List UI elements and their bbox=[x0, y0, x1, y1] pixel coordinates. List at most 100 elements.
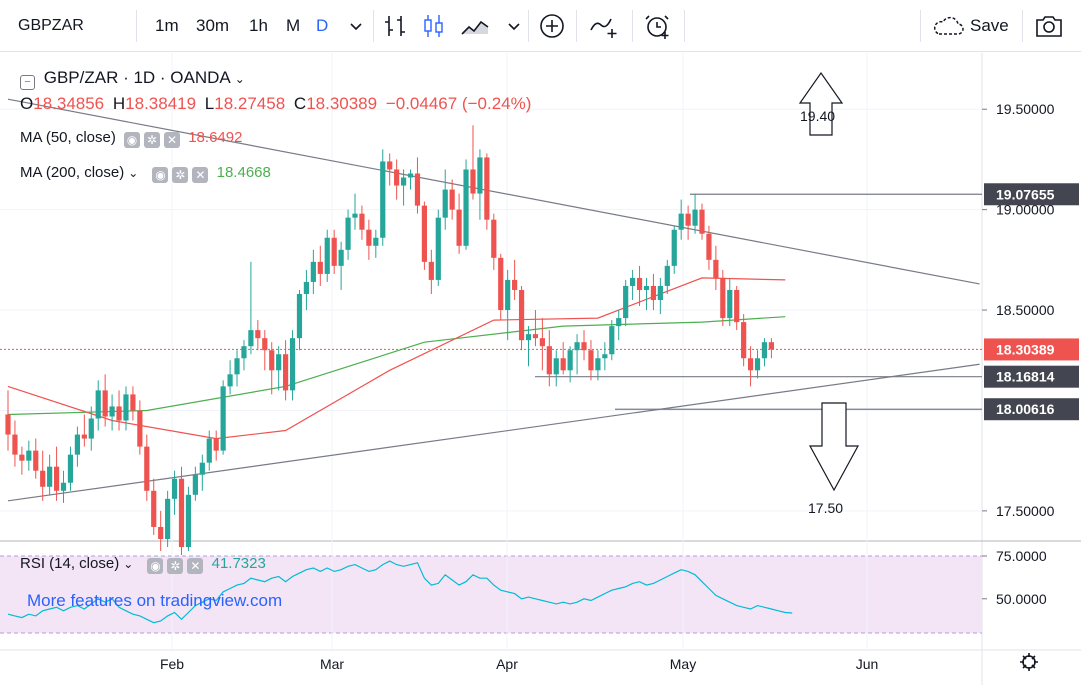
candle-body bbox=[67, 454, 74, 483]
candle-body bbox=[310, 261, 316, 282]
gear-icon[interactable]: ✲ bbox=[167, 558, 184, 574]
time-tick-label: Jun bbox=[856, 656, 879, 672]
candle-body bbox=[477, 157, 483, 194]
chart-area[interactable]: 19.40 17.50 19.50000 19.00000 18.50000 17.5… bbox=[0, 53, 1081, 685]
promo-link[interactable]: More features on tradingview.com bbox=[27, 591, 283, 610]
alert-clock-icon[interactable] bbox=[642, 10, 674, 42]
price-chart[interactable]: 19.40 17.50 19.50000 19.00000 18.50000 17.5… bbox=[0, 53, 1081, 685]
candle-body bbox=[518, 289, 525, 341]
candlestick-icon[interactable] bbox=[417, 10, 449, 42]
time-axis[interactable]: Feb Mar Apr May Jun bbox=[160, 656, 878, 672]
close-icon[interactable]: ✕ bbox=[164, 132, 181, 148]
candle-body bbox=[692, 209, 698, 226]
toolbar-divider bbox=[373, 10, 374, 42]
down-target-label: 17.50 bbox=[808, 500, 843, 516]
candle-body bbox=[505, 279, 511, 311]
candle-body bbox=[512, 279, 518, 290]
candle-body bbox=[727, 289, 733, 319]
gear-icon[interactable]: ✲ bbox=[172, 167, 189, 183]
toolbar-divider bbox=[528, 10, 529, 42]
candle-body bbox=[754, 358, 761, 371]
bar-chart-icon[interactable] bbox=[379, 10, 411, 42]
area-chart-icon[interactable] bbox=[459, 10, 491, 42]
camera-icon[interactable] bbox=[1033, 10, 1065, 42]
candle-body bbox=[366, 229, 372, 246]
ma50-legend: MA (50, close) ◉ ✲ ✕ 18.6492 bbox=[20, 129, 246, 148]
eye-icon[interactable]: ◉ bbox=[124, 132, 141, 148]
candle-body bbox=[498, 257, 504, 311]
candle-body bbox=[394, 169, 400, 186]
chevron-down-icon[interactable] bbox=[498, 10, 530, 42]
save-label: Save bbox=[970, 16, 1009, 35]
candle-body bbox=[713, 259, 719, 278]
open-value: 18.34856 bbox=[33, 94, 105, 113]
price-tick-label: 19.00000 bbox=[996, 202, 1055, 218]
eye-icon[interactable]: ◉ bbox=[147, 558, 164, 574]
add-indicator-icon[interactable] bbox=[536, 10, 568, 42]
candle-body bbox=[623, 285, 629, 319]
toolbar-divider bbox=[632, 10, 633, 42]
candle-body bbox=[574, 342, 580, 351]
candle-body bbox=[317, 261, 323, 274]
ma200-value: 18.4668 bbox=[216, 164, 271, 181]
compare-icon[interactable] bbox=[588, 10, 620, 42]
gear-icon[interactable]: ✲ bbox=[144, 132, 161, 148]
candle-body bbox=[525, 334, 532, 341]
candle-body bbox=[373, 237, 379, 246]
ma50-label[interactable]: MA (50, close) bbox=[20, 129, 116, 146]
target-arrows: 19.40 17.50 bbox=[798, 71, 860, 516]
level-price-label: 18.00616 bbox=[996, 401, 1055, 417]
interval-month[interactable]: M bbox=[286, 16, 301, 35]
rsi-tick-label: 75.0000 bbox=[996, 548, 1047, 564]
trendline bbox=[7, 98, 980, 285]
close-icon[interactable]: ✕ bbox=[192, 167, 209, 183]
high-value: 18.38419 bbox=[125, 94, 197, 113]
close-value: 18.30389 bbox=[306, 94, 378, 113]
interval-1m[interactable]: 1m bbox=[155, 16, 179, 35]
price-tick-label: 18.50000 bbox=[996, 302, 1055, 318]
candle-body bbox=[234, 358, 240, 375]
candle-body bbox=[33, 450, 39, 471]
candle-body bbox=[296, 293, 303, 339]
price-axis[interactable]: 19.50000 19.00000 18.50000 17.50000 19.07655… bbox=[982, 101, 1079, 607]
candle-body bbox=[671, 229, 677, 266]
rsi-label[interactable]: RSI (14, close) bbox=[20, 555, 120, 572]
low-value: 18.27458 bbox=[214, 94, 286, 113]
candle-body bbox=[720, 277, 726, 319]
candle-body bbox=[643, 285, 650, 290]
candle-body bbox=[636, 277, 643, 290]
chevron-down-icon[interactable]: ⌄ bbox=[128, 166, 139, 180]
chevron-down-icon[interactable] bbox=[340, 10, 372, 42]
candle-body bbox=[81, 434, 87, 439]
interval-1h[interactable]: 1h bbox=[249, 16, 268, 35]
candle-body bbox=[456, 209, 462, 246]
candle-body bbox=[421, 205, 427, 262]
candle-body bbox=[484, 157, 490, 220]
time-tick-label: Apr bbox=[496, 656, 518, 672]
interval-day[interactable]: D bbox=[316, 16, 329, 35]
candle-body bbox=[345, 217, 351, 250]
chevron-down-icon[interactable]: ⌄ bbox=[123, 557, 134, 571]
candle-body bbox=[331, 237, 337, 266]
ma200-label[interactable]: MA (200, close) bbox=[20, 164, 125, 181]
settings-icon[interactable] bbox=[1020, 653, 1038, 671]
candle-body bbox=[262, 338, 268, 351]
symbol-title[interactable]: GBP/ZAR · 1D · OANDA bbox=[43, 68, 231, 87]
candle-body bbox=[616, 318, 622, 327]
trendlines bbox=[7, 98, 980, 502]
support-resistance-levels bbox=[535, 193, 982, 410]
rsi-line bbox=[7, 560, 793, 624]
candle-body bbox=[657, 285, 663, 301]
rsi-value: 41.7323 bbox=[211, 555, 266, 572]
chevron-down-icon[interactable]: ⌄ bbox=[234, 72, 245, 86]
close-icon[interactable]: ✕ bbox=[187, 558, 204, 574]
candle-body bbox=[26, 450, 32, 461]
interval-30m[interactable]: 30m bbox=[196, 16, 230, 35]
candle-body bbox=[88, 418, 94, 439]
symbol-search[interactable]: GBPZAR bbox=[18, 17, 84, 34]
candle-body bbox=[664, 265, 670, 286]
collapse-icon[interactable]: − bbox=[20, 75, 35, 90]
candle-body bbox=[47, 466, 53, 487]
eye-icon[interactable]: ◉ bbox=[152, 167, 169, 183]
candle-body bbox=[192, 474, 198, 495]
